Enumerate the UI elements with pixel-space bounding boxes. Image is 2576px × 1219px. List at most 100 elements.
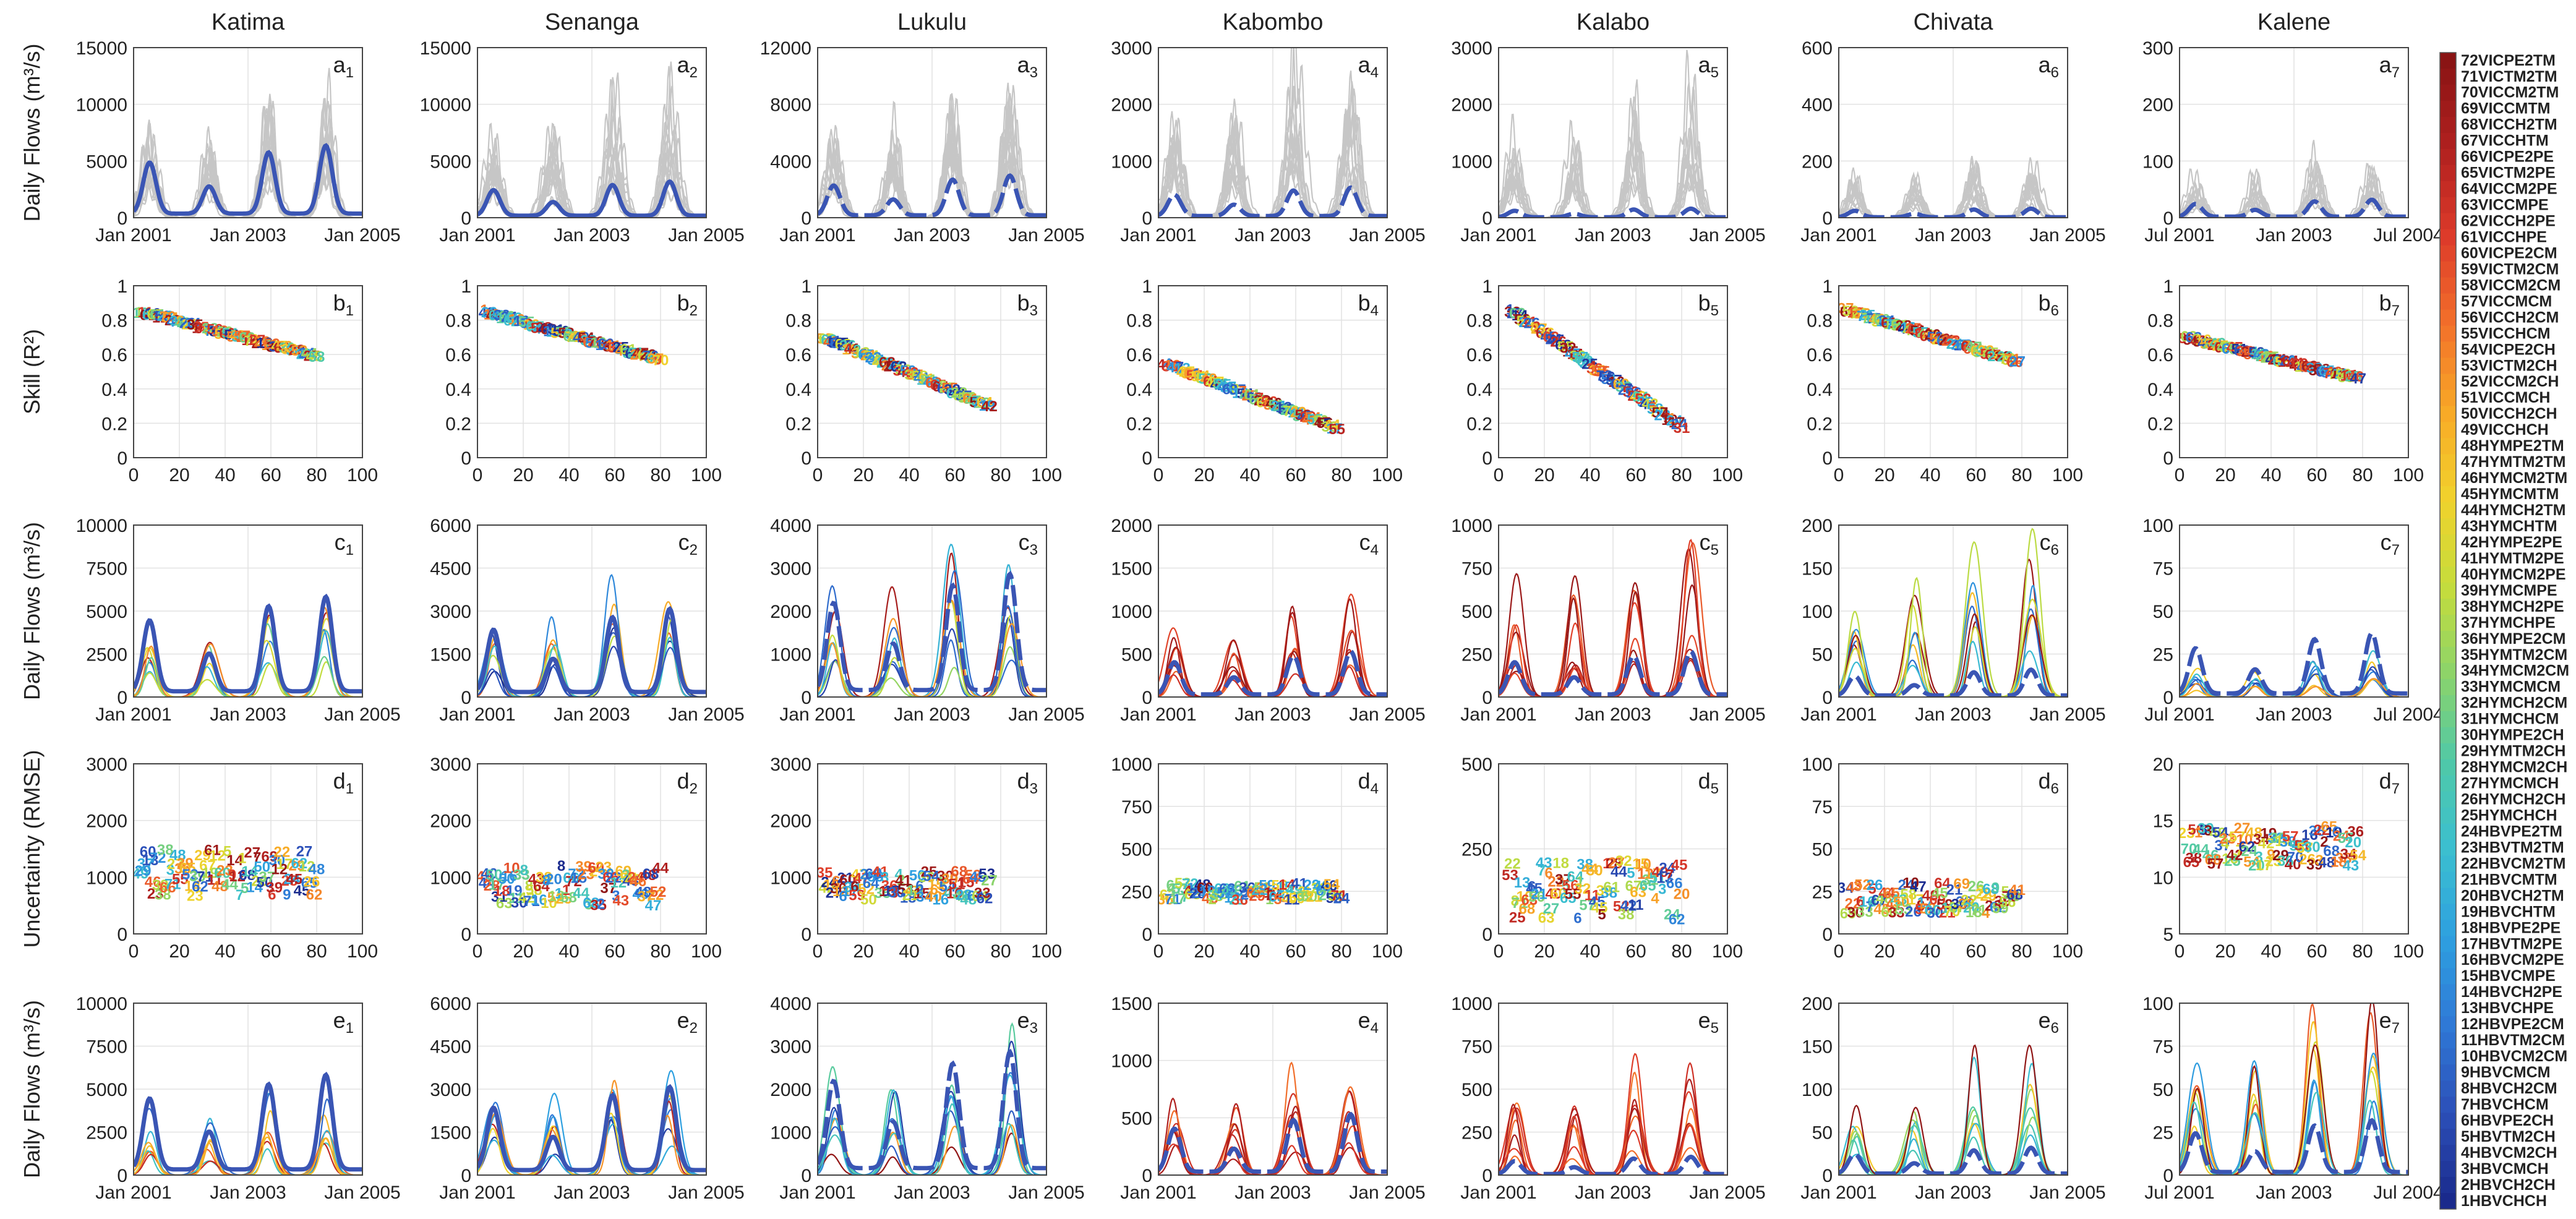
scatter-point-label: 56 (1625, 385, 1641, 401)
scatter-point-label: 54 (162, 309, 179, 326)
scatter-point-label: 36 (1538, 325, 1555, 341)
y-tick-label: 250 (1461, 840, 1492, 860)
scatter-point-label: 19 (2294, 359, 2311, 375)
y-tick-label: 0.6 (2147, 345, 2173, 366)
scatter-point-label: 53 (155, 308, 171, 325)
scatter-point-label: 6 (1538, 322, 1546, 338)
scatter-point-label: 60 (1873, 311, 1890, 328)
scatter-point-label: 63 (541, 321, 557, 338)
y-tick-label: 3000 (430, 755, 471, 775)
scatter-point-label: 51 (1910, 323, 1927, 340)
colorbar-swatch (2440, 936, 2456, 952)
scatter-point-label: 65 (1936, 333, 1953, 349)
colorbar-label: 33HYMCMCM (2461, 678, 2561, 696)
x-tick-label: Jan 2001 (1120, 225, 1196, 246)
scatter-point-label: 50 (2335, 366, 2352, 383)
plot-area: 2370653856144539346685748543742316254257… (2180, 819, 2367, 875)
scatter-point-label: 62 (306, 887, 323, 904)
scatter-point-label: 66 (2006, 354, 2023, 371)
x-tick-label: 60 (1285, 465, 1306, 485)
y-tick-label: 2000 (770, 811, 811, 832)
scatter-point-label: 11 (2278, 354, 2293, 370)
scatter-point-label: 54 (578, 330, 594, 346)
scatter-point-label: 27 (1543, 900, 1560, 917)
scatter-point-label: 9 (565, 326, 573, 343)
colorbar-label: 69VICCMTM (2461, 100, 2550, 118)
y-tick-label: 0.4 (1126, 380, 1152, 400)
y-tick-label: 10000 (76, 95, 127, 116)
panel-letter: d3 (1017, 768, 1038, 797)
panel-c4: 0 500 1000 1500 2000 Jan 2001 Jan 2003 Jan 2005… (1111, 516, 1425, 725)
scatter-point-label: 72 (1283, 403, 1299, 419)
colorbar-swatch (2440, 711, 2456, 728)
colorbar-label: 72VICPE2TM (2461, 52, 2556, 69)
colorbar-label: 5HBVTM2CH (2461, 1128, 2556, 1145)
colorbar-swatch (2440, 855, 2456, 873)
x-tick-label: Jan 2005 (324, 704, 400, 725)
scatter-point-label: 14 (246, 879, 263, 896)
scatter-point-label: 70 (160, 309, 176, 325)
colorbar-label: 7HBVCHCM (2461, 1096, 2549, 1113)
x-tick-label: Jan 2001 (1800, 1183, 1876, 1203)
colorbar-swatch (2440, 181, 2456, 198)
x-tick-label: 100 (2052, 465, 2083, 485)
station-titles: Katima Senanga Lukulu Kabombo Kalabo Chivata K… (212, 9, 2330, 35)
y-tick-label: 1 (801, 276, 811, 297)
x-tick-label: 0 (1834, 465, 1844, 485)
scatter-point-label: 68 (835, 336, 852, 353)
x-tick-label: 20 (169, 465, 189, 485)
scatter-point-label: 26 (1852, 306, 1868, 322)
colorbar-label: 1HBVCHCH (2461, 1192, 2547, 1210)
colorbar-swatch (2440, 727, 2456, 744)
y-tick-label: 0 (801, 688, 811, 708)
scatter-point-label: 59 (263, 336, 280, 353)
x-tick-label: 40 (1580, 941, 1600, 962)
scatter-point-label: 25 (1859, 307, 1876, 324)
scatter-point-label: 46 (2326, 364, 2342, 380)
x-tick-label: 80 (2011, 941, 2032, 962)
scatter-point-label: 41 (897, 364, 914, 380)
scatter-point-label: 22 (640, 347, 657, 364)
scatter-point-label: 63 (1256, 394, 1273, 411)
scatter-point-label: 66 (925, 375, 942, 391)
y-tick-label: 0.4 (1466, 380, 1492, 400)
scatter-point-label: 45 (832, 335, 849, 351)
scatter-point-label: 4 (1163, 356, 1172, 372)
y-tick-label: 20 (2153, 755, 2173, 775)
y-tick-label: 500 (1121, 1108, 1152, 1129)
y-tick-label: 500 (1461, 602, 1492, 622)
y-tick-label: 0 (1142, 925, 1152, 945)
colorbar-swatch (2440, 357, 2456, 374)
scatter-point-label: 43 (1642, 396, 1659, 413)
scatter-point-label: 8 (971, 393, 979, 410)
scatter-point-label: 27 (981, 872, 998, 889)
y-tick-label: 25 (1812, 882, 1833, 902)
scatter-point-label: 71 (2004, 351, 2021, 367)
scatter-point-label: 56 (1213, 376, 1230, 393)
observed-series-line (1839, 667, 2068, 697)
scatter-point-label: 28 (1987, 348, 2004, 365)
scatter-point-label: 30 (286, 342, 303, 359)
y-tick-label: 1000 (1111, 1051, 1152, 1072)
scatter-point-label: 28 (157, 308, 174, 325)
scatter-point-label: 24 (1666, 413, 1683, 429)
y-tick-label: 0.2 (2147, 414, 2173, 434)
colorbar-label: 53VICTM2CH (2461, 357, 2557, 374)
y-tick-label: 0 (461, 208, 471, 229)
colorbar-label: 35HYMTM2CM (2461, 646, 2567, 664)
y-tick-label: 0 (2163, 448, 2173, 469)
y-tick-label: 2000 (430, 811, 471, 832)
scatter-point-label: 35 (607, 340, 624, 356)
y-tick-label: 0.6 (1126, 345, 1152, 366)
scatter-point-label: 2 (250, 331, 259, 348)
scatter-point-label: 26 (1550, 334, 1567, 351)
colorbar-label: 47HYMTM2TM (2461, 453, 2565, 471)
x-tick-label: Jan 2003 (1235, 1183, 1311, 1203)
scatter-point-label: 43 (612, 892, 629, 909)
panel-letter: c5 (1700, 529, 1719, 558)
scatter-point-label: 29 (630, 347, 647, 364)
y-tick-label: 0 (801, 925, 811, 945)
scatter-point-label: 39 (2306, 360, 2323, 377)
